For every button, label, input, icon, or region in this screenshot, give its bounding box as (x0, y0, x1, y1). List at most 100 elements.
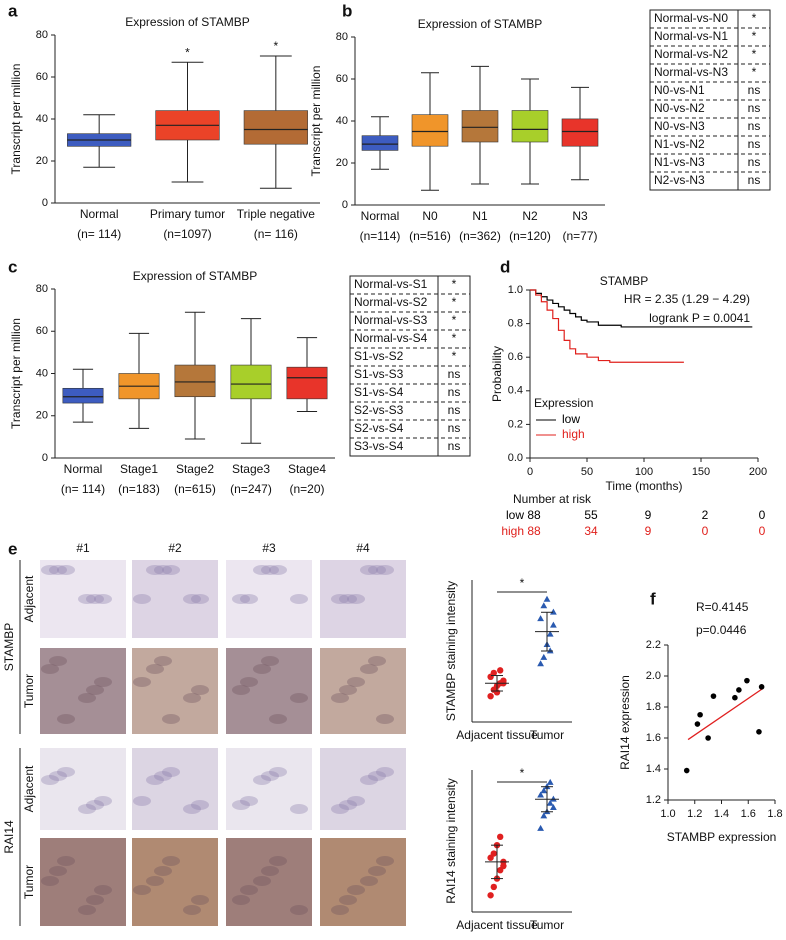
tissue-texture (154, 656, 172, 666)
tissue-texture (41, 775, 59, 785)
tissue-texture (376, 565, 394, 575)
tissue-texture (78, 594, 96, 604)
annotation: R=0.4145 (696, 600, 749, 614)
legend-label: high (562, 427, 585, 441)
panel-letter: e (8, 539, 17, 558)
tissue-texture (331, 804, 349, 814)
tissue-texture (146, 876, 164, 886)
histology-image (40, 560, 126, 638)
comparison-result: * (452, 331, 457, 345)
data-point (732, 694, 738, 701)
comparison: Normal-vs-S3 (354, 313, 428, 327)
tissue-texture (191, 594, 209, 604)
tissue-texture (232, 800, 250, 810)
tissue-texture (57, 767, 75, 777)
risk-row-label: high (501, 524, 524, 538)
y-tick-label: 0 (342, 199, 348, 211)
tissue-texture (154, 866, 172, 876)
comparison-result: ns (448, 421, 461, 435)
sample-size: (n=20) (289, 482, 324, 496)
tissue-texture (368, 565, 386, 575)
data-point (490, 850, 497, 857)
data-point (543, 783, 551, 790)
y-tick-label: 80 (36, 29, 48, 41)
tissue-texture (94, 885, 112, 895)
histology-image (320, 838, 406, 926)
risk-count: 2 (702, 508, 709, 522)
comparison-result: ns (748, 101, 761, 115)
panel-letter: d (500, 257, 510, 276)
data-point (540, 602, 548, 609)
x-tick-label: 1.6 (741, 808, 756, 820)
y-axis-label: STAMBP staining intensity (444, 581, 458, 721)
tissue-texture (49, 771, 67, 781)
y-tick-label: 40 (36, 113, 48, 125)
group-label: RAI14 (2, 820, 16, 854)
data-point (543, 595, 551, 602)
y-tick-label: 0 (42, 197, 48, 209)
row-label: Adjacent (22, 575, 36, 622)
data-point (683, 767, 690, 774)
data-point (490, 883, 497, 891)
tissue-texture (133, 796, 151, 806)
risk-row-label: low (506, 508, 524, 522)
sample-size: (n= 116) (254, 227, 298, 241)
tissue-texture (347, 796, 365, 806)
tissue-texture (162, 714, 180, 724)
y-tick-label: 20 (36, 410, 48, 422)
column-label: #2 (168, 541, 182, 555)
y-tick-label: 1.0 (508, 284, 523, 296)
data-point (697, 711, 703, 718)
box (286, 366, 328, 400)
tissue-texture (78, 693, 96, 703)
tissue-texture (253, 664, 271, 674)
row-label: Tumor (22, 865, 36, 899)
data-point (546, 799, 554, 806)
comparison-result: * (452, 349, 457, 363)
x-axis-label: STAMBP expression (667, 830, 777, 844)
comparison-result: * (752, 11, 757, 25)
y-tick-label: 80 (336, 31, 348, 43)
x-tick-label: 1.0 (660, 808, 675, 820)
tissue-texture (269, 565, 287, 575)
comparison: S1-vs-S2 (354, 349, 404, 363)
panel-letter: c (8, 257, 17, 276)
y-axis-label: Transcript per million (309, 66, 323, 177)
tissue-texture (146, 775, 164, 785)
comparison-result: ns (448, 385, 461, 399)
histology-image (40, 748, 126, 830)
comparison-result: ns (448, 367, 461, 381)
y-tick-label: 20 (36, 155, 48, 167)
legend-title: Expression (534, 396, 593, 410)
significance: * (273, 39, 278, 53)
sample-size: (n=615) (174, 482, 216, 496)
tissue-texture (162, 767, 180, 777)
y-tick-label: 0.4 (508, 385, 523, 397)
data-point (705, 735, 711, 741)
tissue-texture (360, 775, 378, 785)
y-tick-label: 0.0 (508, 452, 523, 464)
comparison: Normal-vs-S1 (354, 277, 428, 291)
x-tick-label: N1 (472, 209, 488, 223)
data-point (546, 630, 554, 637)
tissue-texture (253, 876, 271, 886)
x-tick-label: Tumor (530, 918, 564, 932)
x-tick-label: N3 (572, 209, 588, 223)
y-tick-label: 0.2 (508, 418, 523, 430)
data-point (490, 669, 497, 677)
y-tick-label: 0 (42, 452, 48, 464)
sample-size: (n=120) (509, 229, 551, 243)
survival-curve (530, 289, 684, 363)
tissue-texture (360, 565, 378, 575)
tissue-texture (240, 885, 258, 895)
tissue-texture (376, 767, 394, 777)
x-tick-label: 0 (527, 466, 533, 478)
histology-image (320, 648, 406, 734)
comparison-result: * (452, 313, 457, 327)
risk-count: 9 (645, 524, 652, 538)
tissue-texture (347, 885, 365, 895)
tissue-texture (86, 594, 104, 604)
data-point (756, 729, 762, 735)
tissue-texture (146, 565, 164, 575)
